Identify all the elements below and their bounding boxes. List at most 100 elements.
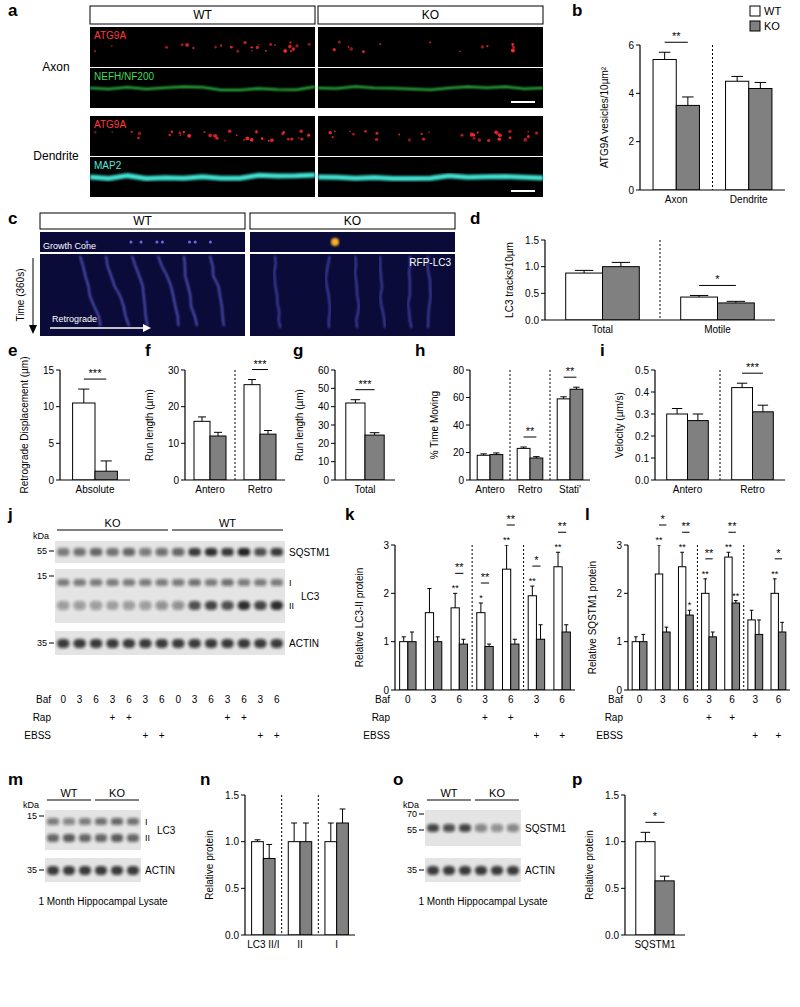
divider: [660, 240, 661, 320]
error-bar: [530, 586, 534, 596]
time-label: Time (360s): [15, 269, 26, 322]
band: [127, 818, 139, 825]
x-row-entry: +: [729, 712, 735, 723]
bar: [603, 267, 640, 320]
x-row-entry: +: [752, 730, 758, 741]
vesicle: [261, 137, 264, 140]
y-tick-label: 0.0: [635, 475, 649, 486]
y-tick: [651, 392, 655, 393]
y-tick-label: 2: [628, 136, 634, 147]
y-tick-label: 10: [43, 401, 55, 412]
vesicle: [300, 137, 303, 140]
band: [221, 639, 233, 648]
error-bar: [573, 387, 579, 389]
y-tick: [391, 690, 395, 691]
vesicle: [364, 130, 367, 133]
band: [254, 579, 266, 586]
x-axis: [640, 189, 785, 190]
marks: [566, 262, 755, 320]
category-label: Antero: [195, 484, 225, 495]
bar: [655, 881, 674, 935]
y-tick: [56, 443, 60, 444]
category-label: Axon: [665, 194, 688, 205]
vesicle: [332, 136, 334, 138]
y-tick: [241, 795, 245, 796]
divider: [235, 370, 236, 480]
divider: [523, 545, 524, 690]
vesicle: [289, 41, 291, 43]
category-label: SQSTM1: [634, 939, 676, 950]
lane-label: 6: [274, 694, 280, 705]
error-bar: [264, 431, 272, 435]
y-tick-label: 5: [48, 438, 54, 449]
lane-label: 6: [126, 694, 132, 705]
x-row-label: EBSS: [363, 730, 390, 741]
significance: *: [534, 554, 539, 566]
y-tick-label: 1.5: [605, 790, 619, 801]
y-axis: [59, 370, 60, 480]
error-bar: [461, 639, 465, 644]
bar: [477, 613, 485, 690]
neurite: [318, 176, 543, 179]
y-axis-label: Run length (µm): [144, 389, 155, 461]
y-axis-label: Velocity (µm/s): [614, 392, 625, 458]
divider: [510, 370, 511, 480]
vesicle: [421, 133, 423, 135]
y-axis: [627, 545, 628, 690]
y-tick-label: 40: [318, 401, 330, 412]
panel-label: j: [7, 505, 13, 524]
caption: 1 Month Hippocampal Lysate: [418, 896, 548, 907]
band: [172, 548, 184, 556]
y-tick: [636, 45, 640, 46]
growth-cone-strip: [40, 232, 245, 252]
vesicle: [265, 50, 267, 52]
neurite: [90, 175, 315, 178]
vesicle: [398, 133, 400, 135]
category-label: Retro: [740, 484, 765, 495]
column-header: KO: [344, 214, 361, 228]
error-bar: [340, 809, 346, 823]
row-label: Baf: [36, 694, 51, 705]
y-tick: [651, 414, 655, 415]
y-tick-label: 0.0: [225, 930, 239, 941]
y-tick: [636, 190, 640, 191]
error-bar: [734, 601, 738, 603]
significance: **: [566, 365, 575, 377]
y-tick: [636, 93, 640, 94]
category-label: Dendrite: [730, 194, 768, 205]
y-axis-label: Retrograde Displacement (µm): [19, 357, 30, 494]
lane-label: 6: [208, 694, 214, 705]
strip-spot: [209, 241, 212, 244]
bar: [485, 647, 493, 691]
significance: *: [653, 810, 658, 822]
vesicle: [283, 49, 287, 53]
band: [95, 834, 107, 842]
band: [271, 601, 283, 610]
y-tick: [624, 545, 628, 546]
vesicle: [523, 138, 527, 142]
y-tick: [391, 641, 395, 642]
vesicle: [470, 132, 473, 135]
vesicle: [181, 44, 183, 46]
vesicle: [251, 50, 253, 52]
band: [507, 824, 519, 832]
lane-label: 0: [60, 694, 66, 705]
vesicle: [478, 138, 482, 142]
bar-chart: 0.00.51.01.5Relative proteinLC3 II/IIII: [204, 790, 355, 951]
blot-strip: [45, 810, 141, 850]
y-axis-label: ATG9A vesicles/10µm²: [599, 66, 610, 168]
y-axis: [654, 370, 655, 480]
band: [73, 548, 85, 556]
category-label: I: [335, 939, 338, 950]
band: [57, 601, 69, 610]
vesicle: [299, 130, 302, 133]
vesicle: [298, 137, 300, 139]
bar: [667, 414, 688, 480]
vesicle: [236, 50, 239, 53]
vesicle: [243, 139, 245, 141]
error-bar: [660, 876, 670, 881]
vesicle: [269, 43, 271, 45]
vesicle: [429, 41, 431, 43]
marks: [477, 387, 583, 480]
vesicle: [185, 43, 189, 47]
